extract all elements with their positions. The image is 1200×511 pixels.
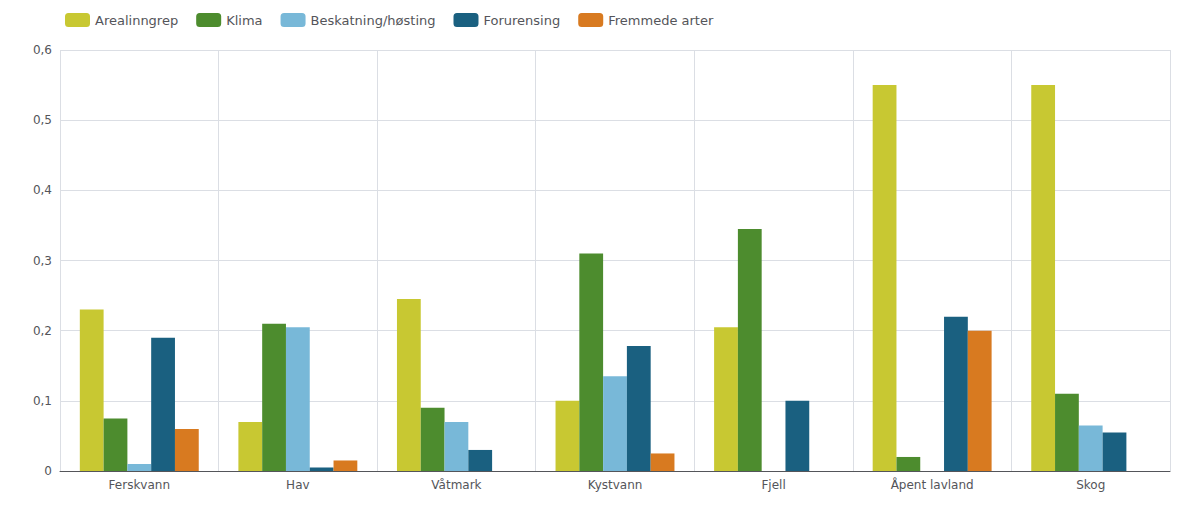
svg-text:Skog: Skog [1076, 478, 1105, 492]
svg-text:Beskatning/høsting: Beskatning/høsting [311, 13, 436, 28]
svg-text:0,1: 0,1 [33, 394, 52, 408]
svg-text:0,2: 0,2 [33, 324, 52, 338]
svg-text:0,6: 0,6 [33, 43, 52, 57]
svg-text:0: 0 [44, 464, 52, 478]
svg-text:0,5: 0,5 [33, 113, 52, 127]
svg-text:0,3: 0,3 [33, 254, 52, 268]
svg-text:Fremmede arter: Fremmede arter [608, 13, 714, 28]
svg-text:Forurensing: Forurensing [483, 13, 560, 28]
svg-text:Arealinngrep: Arealinngrep [95, 13, 178, 28]
svg-text:Klima: Klima [226, 13, 262, 28]
svg-text:Kystvann: Kystvann [588, 478, 643, 492]
svg-text:0,4: 0,4 [33, 183, 52, 197]
svg-text:Ferskvann: Ferskvann [109, 478, 170, 492]
svg-text:Hav: Hav [286, 478, 309, 492]
svg-text:Fjell: Fjell [761, 478, 785, 492]
svg-text:Åpent lavland: Åpent lavland [891, 477, 974, 492]
svg-text:Våtmark: Våtmark [431, 478, 481, 492]
